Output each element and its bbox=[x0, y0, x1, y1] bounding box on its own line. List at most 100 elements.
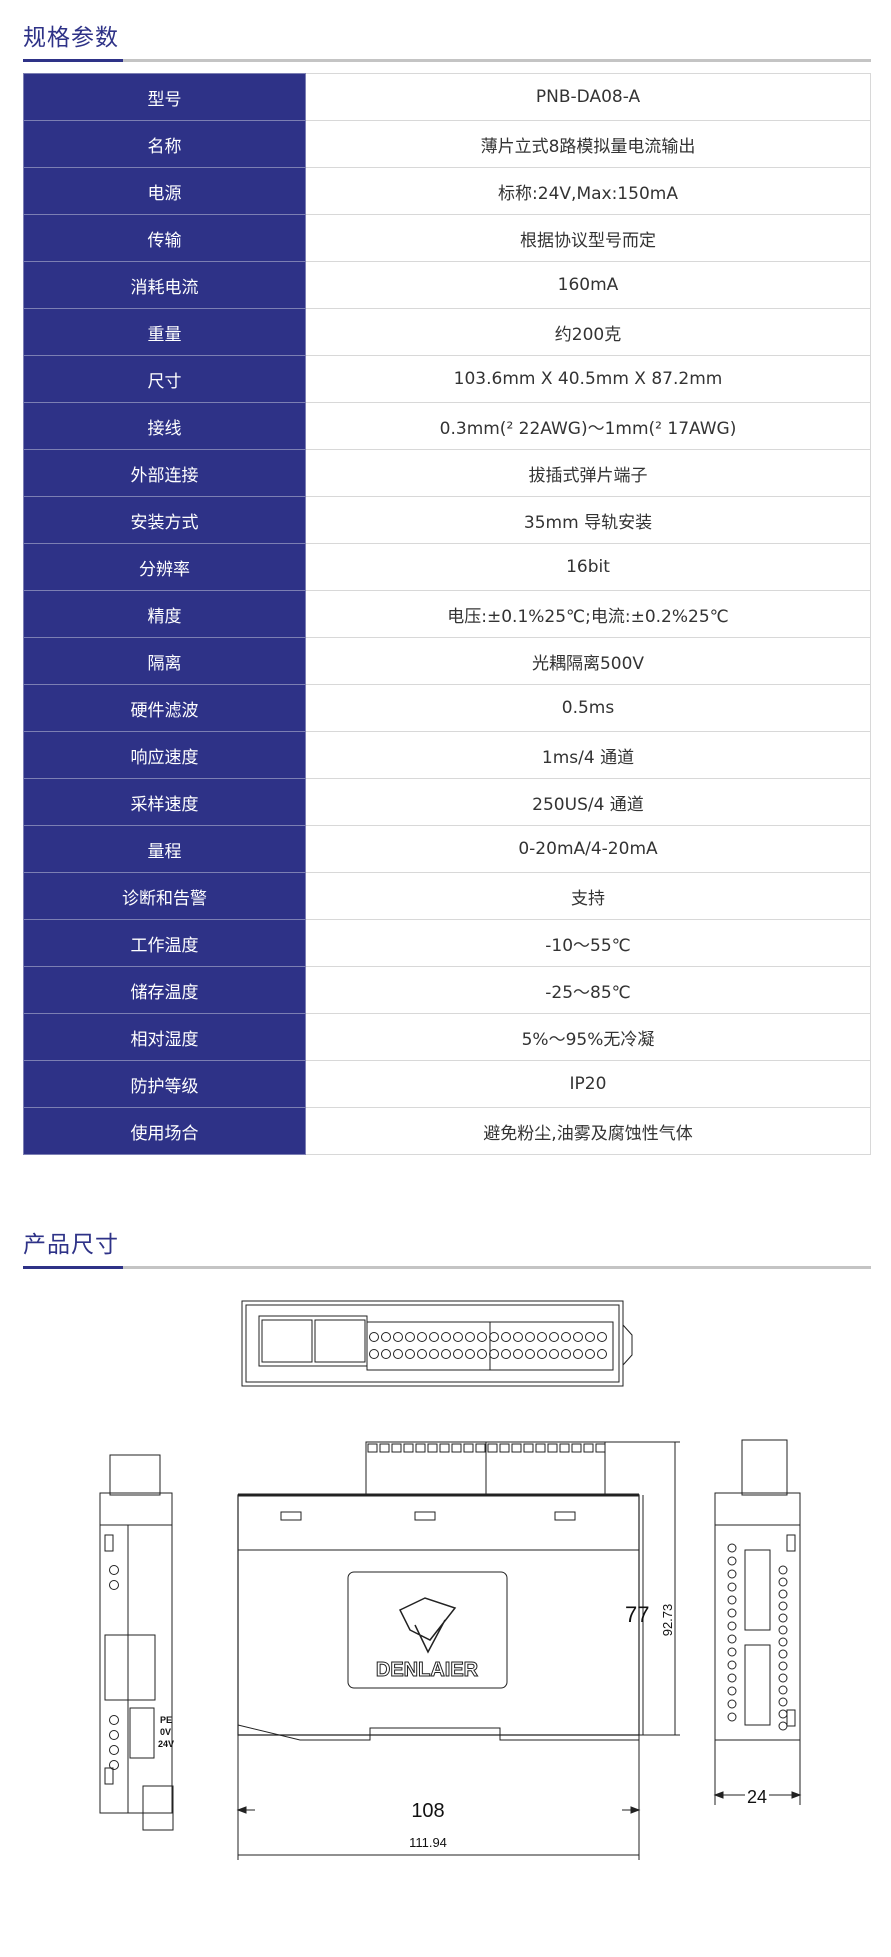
depth-dimension: 24 bbox=[747, 1787, 767, 1807]
spec-label: 硬件滤波 bbox=[23, 684, 306, 732]
terminal-slot bbox=[547, 1443, 558, 1453]
led-hole bbox=[727, 1673, 737, 1683]
spec-value: 0-20mA/4-20mA bbox=[305, 825, 871, 873]
terminal-hole bbox=[417, 1349, 427, 1359]
terminal-hole bbox=[477, 1332, 487, 1342]
terminal-slot bbox=[439, 1443, 450, 1453]
spec-value: 薄片立式8路模拟量电流输出 bbox=[305, 120, 871, 168]
spec-value: 16bit bbox=[305, 543, 871, 591]
terminal-hole bbox=[369, 1332, 379, 1342]
spec-value: 1ms/4 通道 bbox=[305, 731, 871, 779]
led-hole bbox=[778, 1625, 788, 1635]
spec-value: 电压:±0.1%25℃;电流:±0.2%25℃ bbox=[305, 590, 871, 638]
terminal-slot bbox=[511, 1443, 522, 1453]
terminal-hole bbox=[429, 1332, 439, 1342]
spec-row: 消耗电流 160mA bbox=[23, 261, 871, 309]
left-side-view: PE 0V 24V bbox=[99, 1454, 174, 1831]
spec-row: 防护等级 IP20 bbox=[23, 1060, 871, 1108]
terminal-hole bbox=[573, 1332, 583, 1342]
spec-value: 光耦隔离500V bbox=[305, 637, 871, 685]
spec-row: 名称 薄片立式8路模拟量电流输出 bbox=[23, 120, 871, 168]
terminal-hole bbox=[585, 1332, 595, 1342]
led-hole bbox=[778, 1721, 788, 1731]
terminal-slot bbox=[487, 1443, 498, 1453]
spec-value: 标称:24V,Max:150mA bbox=[305, 167, 871, 215]
led-hole bbox=[727, 1712, 737, 1722]
terminal-slot bbox=[535, 1443, 546, 1453]
specs-section-title: 规格参数 bbox=[23, 25, 119, 51]
spec-row: 分辨率 16bit bbox=[23, 543, 871, 591]
spec-value: 0.3mm(² 22AWG)～1mm(² 17AWG) bbox=[305, 402, 871, 450]
spec-value: -10～55℃ bbox=[305, 919, 871, 967]
terminal-hole bbox=[561, 1349, 571, 1359]
spec-row: 响应速度 1ms/4 通道 bbox=[23, 731, 871, 779]
spec-row: 安装方式 35mm 导轨安装 bbox=[23, 496, 871, 544]
led-hole bbox=[727, 1556, 737, 1566]
width-inner-dimension: 108 bbox=[411, 1800, 444, 1822]
terminal-slot bbox=[463, 1443, 474, 1453]
terminal-slot bbox=[475, 1443, 486, 1453]
spec-row: 硬件滤波 0.5ms bbox=[23, 684, 871, 732]
led-hole bbox=[109, 1730, 119, 1740]
dimensions-section-title: 产品尺寸 bbox=[23, 1232, 119, 1258]
spec-label: 诊断和告警 bbox=[23, 872, 306, 920]
terminal-label-pe: PE bbox=[160, 1715, 172, 1725]
spec-value: 约200克 bbox=[305, 308, 871, 356]
spec-row: 采样速度 250US/4 通道 bbox=[23, 778, 871, 826]
terminal-slot bbox=[391, 1443, 402, 1453]
terminal-hole bbox=[381, 1349, 391, 1359]
led-hole bbox=[727, 1595, 737, 1605]
spec-label: 精度 bbox=[23, 590, 306, 638]
spec-value: PNB-DA08-A bbox=[305, 73, 871, 121]
spec-label: 响应速度 bbox=[23, 731, 306, 779]
terminal-hole bbox=[417, 1332, 427, 1342]
spec-row: 型号 PNB-DA08-A bbox=[23, 73, 871, 121]
led-hole bbox=[778, 1673, 788, 1683]
spec-label: 相对湿度 bbox=[23, 1013, 306, 1061]
spec-label: 重量 bbox=[23, 308, 306, 356]
spec-row: 量程 0-20mA/4-20mA bbox=[23, 825, 871, 873]
spec-value: 103.6mm X 40.5mm X 87.2mm bbox=[305, 355, 871, 403]
terminal-hole bbox=[501, 1349, 511, 1359]
terminal-hole bbox=[477, 1349, 487, 1359]
spec-row: 传输 根据协议型号而定 bbox=[23, 214, 871, 262]
spec-row: 精度 电压:±0.1%25℃;电流:±0.2%25℃ bbox=[23, 590, 871, 638]
spec-row: 工作温度 -10～55℃ bbox=[23, 919, 871, 967]
spec-value: 避免粉尘,油雾及腐蚀性气体 bbox=[305, 1107, 871, 1155]
spec-value: 250US/4 通道 bbox=[305, 778, 871, 826]
spec-label: 防护等级 bbox=[23, 1060, 306, 1108]
terminal-hole bbox=[585, 1349, 595, 1359]
spec-row: 尺寸 103.6mm X 40.5mm X 87.2mm bbox=[23, 355, 871, 403]
led-hole bbox=[727, 1569, 737, 1579]
terminal-slot bbox=[451, 1443, 462, 1453]
terminal-label-0v: 0V bbox=[160, 1727, 171, 1737]
spec-row: 储存温度 -25～85℃ bbox=[23, 966, 871, 1014]
spec-label: 名称 bbox=[23, 120, 306, 168]
spec-row: 隔离 光耦隔离500V bbox=[23, 637, 871, 685]
terminal-hole bbox=[465, 1332, 475, 1342]
spec-row: 使用场合 避免粉尘,油雾及腐蚀性气体 bbox=[23, 1107, 871, 1155]
led-hole bbox=[727, 1699, 737, 1709]
terminal-hole bbox=[453, 1332, 463, 1342]
spec-value: -25～85℃ bbox=[305, 966, 871, 1014]
led-hole bbox=[778, 1649, 788, 1659]
terminal-slot bbox=[559, 1443, 570, 1453]
specs-title-divider bbox=[23, 59, 871, 62]
terminal-hole bbox=[597, 1332, 607, 1342]
led-hole bbox=[778, 1685, 788, 1695]
spec-label: 采样速度 bbox=[23, 778, 306, 826]
height-outer-dimension: 92.73 bbox=[660, 1604, 675, 1637]
terminal-hole bbox=[549, 1332, 559, 1342]
spec-value: 根据协议型号而定 bbox=[305, 214, 871, 262]
terminal-hole bbox=[537, 1349, 547, 1359]
led-hole bbox=[727, 1582, 737, 1592]
terminal-slot bbox=[415, 1443, 426, 1453]
terminal-hole bbox=[573, 1349, 583, 1359]
dimensions-title-divider bbox=[23, 1266, 871, 1269]
terminal-slot bbox=[523, 1443, 534, 1453]
led-hole bbox=[727, 1660, 737, 1670]
terminal-hole bbox=[369, 1349, 379, 1359]
led-hole bbox=[778, 1565, 788, 1575]
terminal-hole bbox=[513, 1349, 523, 1359]
front-view: DENLAIER 77 92.73 108 111.94 bbox=[236, 1441, 680, 1860]
